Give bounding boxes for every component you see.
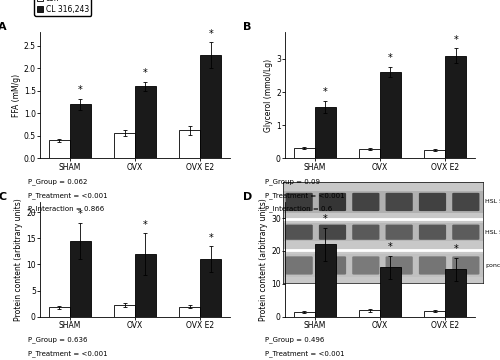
Bar <box>282 255 482 276</box>
Y-axis label: Glycerol (mmol/Lg): Glycerol (mmol/Lg) <box>264 59 273 132</box>
Y-axis label: Protein content (arbitrary units): Protein content (arbitrary units) <box>14 198 24 320</box>
Bar <box>70 241 90 317</box>
Bar <box>200 259 222 317</box>
Text: *: * <box>322 87 328 97</box>
FancyBboxPatch shape <box>386 225 413 240</box>
FancyBboxPatch shape <box>452 193 479 211</box>
Text: *: * <box>143 220 148 230</box>
FancyBboxPatch shape <box>386 193 413 211</box>
Text: *: * <box>208 233 214 243</box>
FancyBboxPatch shape <box>386 256 413 275</box>
Bar <box>114 305 135 317</box>
Bar <box>180 130 201 158</box>
Y-axis label: FFA (mM/g): FFA (mM/g) <box>12 74 21 117</box>
Text: HSL Ser563: HSL Ser563 <box>485 199 500 204</box>
Text: P_Treatment = <0.001: P_Treatment = <0.001 <box>265 192 344 199</box>
FancyBboxPatch shape <box>452 256 479 275</box>
Bar <box>446 55 466 158</box>
Bar <box>294 312 314 317</box>
Text: P_Treatment = <0.001: P_Treatment = <0.001 <box>265 350 344 357</box>
Bar <box>294 148 314 158</box>
Text: D: D <box>243 192 252 202</box>
Bar <box>135 86 156 158</box>
Text: *: * <box>143 68 148 78</box>
FancyBboxPatch shape <box>319 193 346 211</box>
FancyBboxPatch shape <box>452 225 479 240</box>
FancyBboxPatch shape <box>319 225 346 240</box>
FancyBboxPatch shape <box>352 256 380 275</box>
Text: *: * <box>454 244 458 254</box>
FancyBboxPatch shape <box>319 256 346 275</box>
Text: P_Group = 0.636: P_Group = 0.636 <box>28 337 87 343</box>
Bar <box>314 244 336 317</box>
Bar <box>282 223 482 241</box>
Bar <box>282 191 482 213</box>
Text: A: A <box>0 22 7 32</box>
Text: ponceau: ponceau <box>485 263 500 268</box>
Text: P_Group = 0.09: P_Group = 0.09 <box>265 178 320 185</box>
Y-axis label: Protein content (arbitrary units): Protein content (arbitrary units) <box>260 198 268 320</box>
Bar <box>424 311 446 317</box>
Bar <box>359 149 380 158</box>
Text: P_Interaction = 0.6: P_Interaction = 0.6 <box>265 206 332 212</box>
Text: B: B <box>243 22 252 32</box>
Text: *: * <box>388 242 393 252</box>
Text: *: * <box>322 215 328 225</box>
Bar <box>359 310 380 317</box>
Text: P_Interaction = 0.866: P_Interaction = 0.866 <box>28 206 104 212</box>
FancyBboxPatch shape <box>352 193 380 211</box>
FancyBboxPatch shape <box>352 225 380 240</box>
FancyBboxPatch shape <box>286 256 313 275</box>
FancyBboxPatch shape <box>419 256 446 275</box>
Bar <box>48 140 70 158</box>
Bar <box>200 55 222 158</box>
Text: C: C <box>0 192 6 202</box>
FancyBboxPatch shape <box>419 193 446 211</box>
Bar <box>180 307 201 317</box>
Bar <box>314 107 336 158</box>
Text: P_Treatment = <0.001: P_Treatment = <0.001 <box>28 350 107 357</box>
Legend: con, CL 316,243: con, CL 316,243 <box>34 0 92 16</box>
Bar <box>446 269 466 317</box>
FancyBboxPatch shape <box>286 193 313 211</box>
Text: *: * <box>78 209 82 219</box>
Text: *: * <box>208 28 214 39</box>
Text: P_Group = 0.496: P_Group = 0.496 <box>265 337 324 343</box>
Text: P_Treatment = <0.001: P_Treatment = <0.001 <box>28 192 107 199</box>
FancyBboxPatch shape <box>419 225 446 240</box>
Bar <box>380 267 401 317</box>
Bar <box>48 307 70 317</box>
Text: *: * <box>78 85 82 95</box>
Text: P_Group = 0.062: P_Group = 0.062 <box>28 178 87 185</box>
Text: *: * <box>388 53 393 63</box>
Bar <box>380 72 401 158</box>
FancyBboxPatch shape <box>286 225 313 240</box>
Bar <box>135 254 156 317</box>
Text: HSL Ser600: HSL Ser600 <box>485 230 500 235</box>
Bar <box>114 133 135 158</box>
Text: *: * <box>454 35 458 45</box>
Bar <box>70 104 90 158</box>
Bar <box>424 150 446 158</box>
